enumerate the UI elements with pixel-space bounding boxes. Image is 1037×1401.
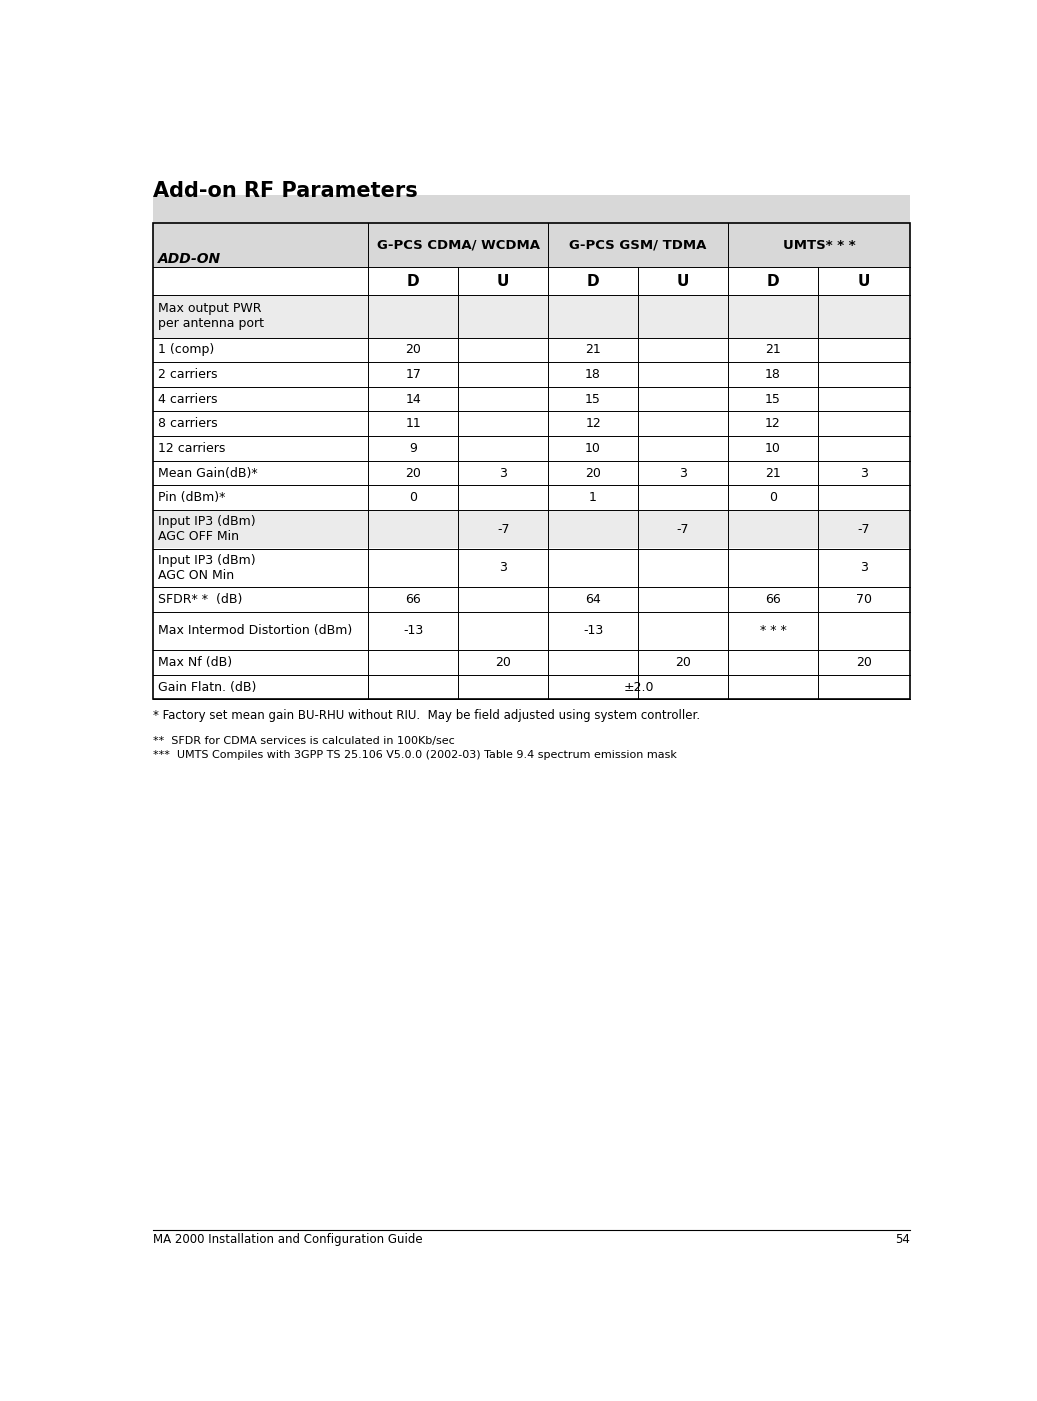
Text: Max Intermod Distortion (dBm): Max Intermod Distortion (dBm) xyxy=(158,625,352,637)
Text: 20: 20 xyxy=(496,656,511,668)
Text: 70: 70 xyxy=(856,593,872,605)
Text: ***  UMTS Compiles with 3GPP TS 25.106 V5.0.0 (2002-03) Table 9.4 spectrum emiss: *** UMTS Compiles with 3GPP TS 25.106 V5… xyxy=(152,751,677,761)
Text: 66: 66 xyxy=(405,593,421,605)
Text: G-PCS GSM/ TDMA: G-PCS GSM/ TDMA xyxy=(569,238,706,252)
Text: D: D xyxy=(407,273,420,289)
Text: * Factory set mean gain BU-RHU without RIU.  May be field adjusted using system : * Factory set mean gain BU-RHU without R… xyxy=(152,709,700,722)
Text: 64: 64 xyxy=(585,593,601,605)
Text: 10: 10 xyxy=(765,441,781,455)
Text: 15: 15 xyxy=(585,392,601,406)
Text: G-PCS CDMA/ WCDMA: G-PCS CDMA/ WCDMA xyxy=(376,238,539,252)
Text: D: D xyxy=(766,273,779,289)
Text: -7: -7 xyxy=(677,523,690,535)
Text: 14: 14 xyxy=(405,392,421,406)
Bar xyxy=(152,195,910,268)
Text: 4 carriers: 4 carriers xyxy=(158,392,217,406)
Bar xyxy=(152,223,910,699)
Text: 12: 12 xyxy=(585,417,601,430)
Text: U: U xyxy=(677,273,690,289)
Text: 1: 1 xyxy=(589,492,597,504)
Text: 21: 21 xyxy=(585,343,601,356)
Text: 12: 12 xyxy=(765,417,781,430)
Text: Gain Flatn. (dB): Gain Flatn. (dB) xyxy=(158,681,256,693)
Text: 3: 3 xyxy=(860,467,868,479)
Text: 54: 54 xyxy=(895,1233,910,1245)
Text: 21: 21 xyxy=(765,343,781,356)
Text: 0: 0 xyxy=(410,492,417,504)
Text: Max output PWR
per antenna port: Max output PWR per antenna port xyxy=(158,303,263,331)
Text: 3: 3 xyxy=(499,467,507,479)
Text: Mean Gain(dB)*: Mean Gain(dB)* xyxy=(158,467,257,479)
Text: -13: -13 xyxy=(403,625,423,637)
Text: -7: -7 xyxy=(497,523,509,535)
Text: 9: 9 xyxy=(410,441,417,455)
Text: 18: 18 xyxy=(765,368,781,381)
Text: D: D xyxy=(587,273,599,289)
Text: 66: 66 xyxy=(765,593,781,605)
Text: Input IP3 (dBm)
AGC OFF Min: Input IP3 (dBm) AGC OFF Min xyxy=(158,516,255,544)
Text: 21: 21 xyxy=(765,467,781,479)
Text: * * *: * * * xyxy=(759,625,786,637)
Text: 0: 0 xyxy=(768,492,777,504)
Text: Input IP3 (dBm)
AGC ON Min: Input IP3 (dBm) AGC ON Min xyxy=(158,553,255,581)
Text: Add-on RF Parameters: Add-on RF Parameters xyxy=(152,181,418,202)
Text: -13: -13 xyxy=(583,625,604,637)
Text: U: U xyxy=(858,273,870,289)
Text: 20: 20 xyxy=(585,467,601,479)
Text: 2 carriers: 2 carriers xyxy=(158,368,217,381)
Text: 1 (comp): 1 (comp) xyxy=(158,343,214,356)
Bar xyxy=(152,296,910,338)
Text: 20: 20 xyxy=(405,343,421,356)
Text: **  SFDR for CDMA services is calculated in 100Kb/sec: ** SFDR for CDMA services is calculated … xyxy=(152,737,454,747)
Text: 15: 15 xyxy=(765,392,781,406)
Text: ±2.0: ±2.0 xyxy=(624,681,654,693)
Text: Pin (dBm)*: Pin (dBm)* xyxy=(158,492,225,504)
Text: MA 2000 Installation and Configuration Guide: MA 2000 Installation and Configuration G… xyxy=(152,1233,422,1245)
Bar xyxy=(152,510,910,549)
Text: 20: 20 xyxy=(856,656,872,668)
Text: 11: 11 xyxy=(405,417,421,430)
Text: 17: 17 xyxy=(405,368,421,381)
Text: ADD-ON: ADD-ON xyxy=(158,252,221,266)
Text: -7: -7 xyxy=(858,523,870,535)
Text: 20: 20 xyxy=(675,656,691,668)
Text: UMTS* * *: UMTS* * * xyxy=(783,238,856,252)
Text: 12 carriers: 12 carriers xyxy=(158,441,225,455)
Text: 10: 10 xyxy=(585,441,601,455)
Text: 20: 20 xyxy=(405,467,421,479)
Text: 3: 3 xyxy=(679,467,686,479)
Text: 3: 3 xyxy=(860,562,868,574)
Text: Max Nf (dB): Max Nf (dB) xyxy=(158,656,231,668)
Text: 18: 18 xyxy=(585,368,601,381)
Text: 8 carriers: 8 carriers xyxy=(158,417,217,430)
Text: 3: 3 xyxy=(499,562,507,574)
Text: U: U xyxy=(497,273,509,289)
Text: SFDR* *  (dB): SFDR* * (dB) xyxy=(158,593,242,605)
